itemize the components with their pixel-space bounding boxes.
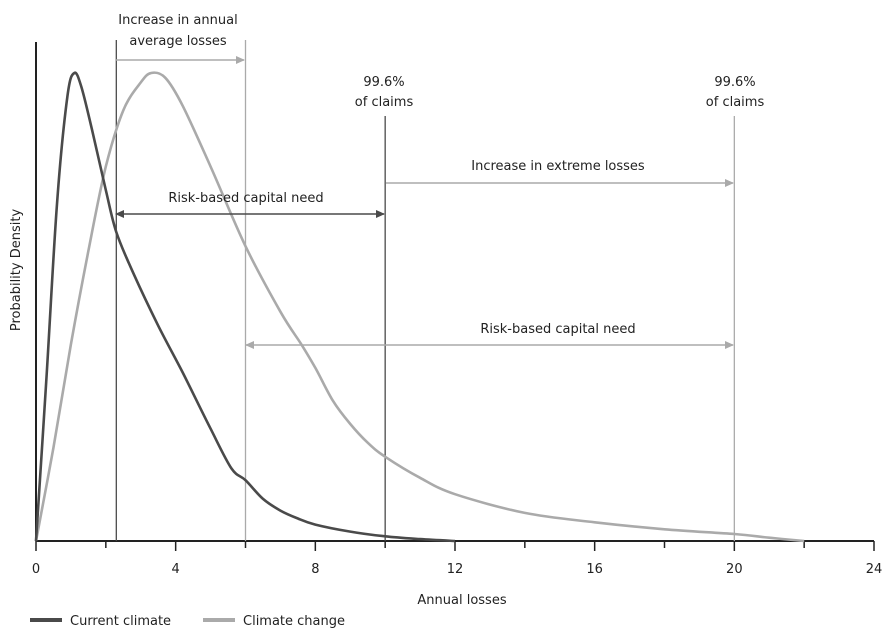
x-tick-label: 16 <box>586 562 603 577</box>
x-tick-label: 4 <box>172 562 180 577</box>
x-tick-label: 24 <box>866 562 883 577</box>
x-tick-label: 8 <box>311 562 319 577</box>
x-axis-label: Annual losses <box>417 593 506 608</box>
avg-losses-label-1: Increase in annual <box>118 13 237 28</box>
curves <box>34 71 805 543</box>
reference-lines <box>115 40 735 541</box>
avg-losses-label-2: average losses <box>129 34 226 49</box>
legend: Current climate Climate change <box>30 614 345 628</box>
capital-current-label: Risk-based capital need <box>168 191 323 206</box>
x-ticks: 0 4 8 12 16 20 24 <box>32 541 882 577</box>
x-tick-label: 12 <box>447 562 464 577</box>
legend-current-label: Current climate <box>70 614 171 628</box>
y-axis-label: Probability Density <box>9 209 24 332</box>
pct-current-label-1: 99.6% <box>363 75 404 90</box>
pct-current-label-2: of claims <box>355 95 414 110</box>
pct-change-label-2: of claims <box>706 95 765 110</box>
capital-change-label: Risk-based capital need <box>480 322 635 337</box>
climate-change-curve <box>34 71 805 543</box>
x-tick-label: 20 <box>726 562 743 577</box>
current-climate-curve <box>34 71 456 543</box>
extreme-losses-label: Increase in extreme losses <box>471 159 645 174</box>
x-tick-label: 0 <box>32 562 40 577</box>
pct-change-label-1: 99.6% <box>714 75 755 90</box>
legend-change-label: Climate change <box>243 614 345 628</box>
